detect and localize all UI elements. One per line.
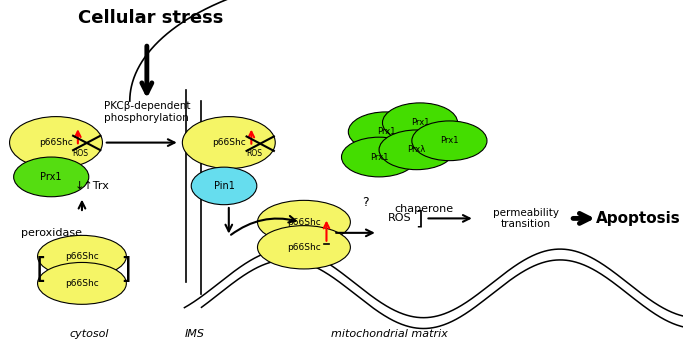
Ellipse shape: [257, 200, 350, 244]
Text: ]: ]: [120, 256, 131, 284]
Text: p66Shc: p66Shc: [212, 138, 246, 147]
Text: Prx1: Prx1: [410, 118, 430, 127]
Text: ]: ]: [415, 210, 422, 229]
Ellipse shape: [38, 235, 126, 277]
Ellipse shape: [10, 117, 102, 169]
Text: Prx1: Prx1: [376, 127, 395, 136]
Text: cytosol: cytosol: [69, 329, 109, 339]
Ellipse shape: [38, 262, 126, 304]
Text: ↓↑Trx: ↓↑Trx: [74, 181, 110, 191]
Ellipse shape: [182, 117, 275, 169]
Text: p66Shc: p66Shc: [287, 243, 321, 252]
Ellipse shape: [348, 112, 423, 152]
Text: mitochondrial matrix: mitochondrial matrix: [331, 329, 448, 339]
Ellipse shape: [191, 167, 257, 205]
Text: Prx1: Prx1: [440, 136, 459, 145]
Ellipse shape: [257, 226, 350, 269]
Text: ROS: ROS: [72, 149, 89, 158]
Text: Prxλ: Prxλ: [408, 145, 426, 154]
Text: ROS: ROS: [246, 149, 262, 158]
Ellipse shape: [379, 130, 454, 170]
Text: ?: ?: [362, 196, 369, 209]
Ellipse shape: [412, 121, 487, 161]
Text: [: [: [36, 256, 46, 284]
Text: Prx1: Prx1: [370, 153, 389, 161]
Text: ROS: ROS: [388, 213, 411, 223]
Text: Prx1: Prx1: [40, 172, 62, 182]
Text: peroxidase: peroxidase: [20, 228, 82, 238]
Text: p66Shc: p66Shc: [39, 138, 73, 147]
Ellipse shape: [14, 157, 89, 197]
Text: p66Shc: p66Shc: [65, 279, 99, 288]
Text: Pin1: Pin1: [214, 181, 234, 191]
Text: Cellular stress: Cellular stress: [78, 9, 223, 27]
Text: chaperone: chaperone: [394, 204, 453, 214]
Text: PKCβ-dependent
phosphorylation: PKCβ-dependent phosphorylation: [104, 101, 190, 123]
Text: p66Shc: p66Shc: [287, 218, 321, 226]
Text: permeability
transition: permeability transition: [493, 208, 559, 229]
Text: p66Shc: p66Shc: [65, 252, 99, 261]
Text: Apoptosis: Apoptosis: [596, 211, 681, 226]
Ellipse shape: [342, 137, 417, 177]
Ellipse shape: [382, 103, 458, 143]
Text: IMS: IMS: [184, 329, 205, 339]
